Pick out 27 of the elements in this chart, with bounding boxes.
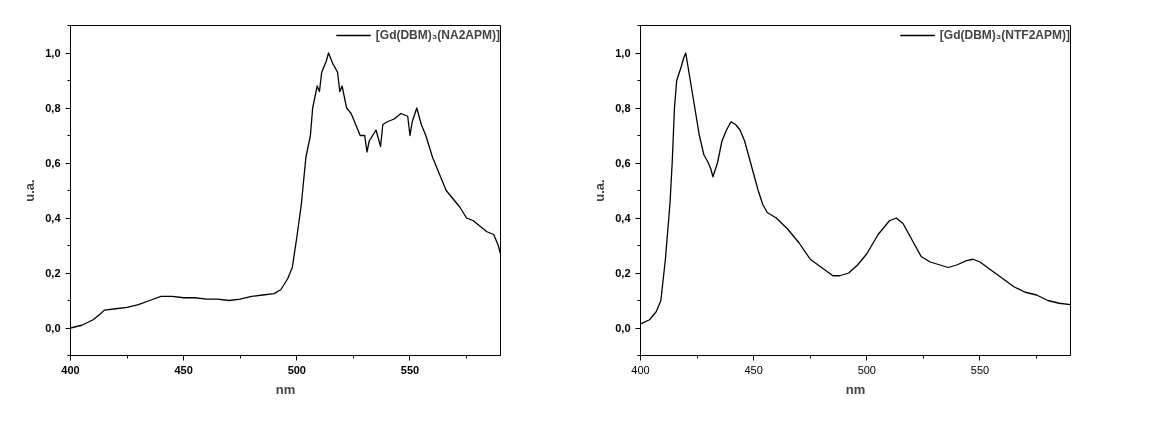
y-tick-label: 0,6 [615,157,631,169]
y-tick-label: 0,2 [45,267,61,279]
y-tick-label: 0,0 [45,322,61,334]
y-tick-label: 0,4 [45,212,62,224]
y-axis-title: u.a. [592,179,608,202]
x-tick-label: 500 [287,363,306,376]
y-tick-label: 0,8 [615,102,631,114]
y-tick-label: 0,2 [615,267,631,279]
x-tick-label: 550 [400,363,420,376]
x-tick-label: 400 [61,363,80,376]
x-tick-label: 500 [857,363,876,376]
y-tick-label: 1,0 [615,47,631,59]
y-axis-title: u.a. [22,179,38,202]
x-tick-label: 450 [174,363,193,376]
y-tick-label: 0,6 [45,157,61,169]
legend-label: [Gd(DBM)₃(NTF2APM)] [939,28,1070,42]
y-tick-label: 0,0 [615,322,631,334]
y-tick-label: 0,4 [615,212,632,224]
x-axis-title: nm [845,381,866,397]
y-tick-label: 1,0 [45,47,61,59]
legend-label: [Gd(DBM)₃(NA2APM)] [375,28,500,42]
y-tick-label: 0,8 [45,102,61,114]
x-axis-title: nm [275,381,296,397]
line-series [640,52,1071,325]
x-tick-label: 400 [631,363,650,376]
x-tick-label: 550 [970,363,990,376]
x-tick-label: 450 [744,363,763,376]
